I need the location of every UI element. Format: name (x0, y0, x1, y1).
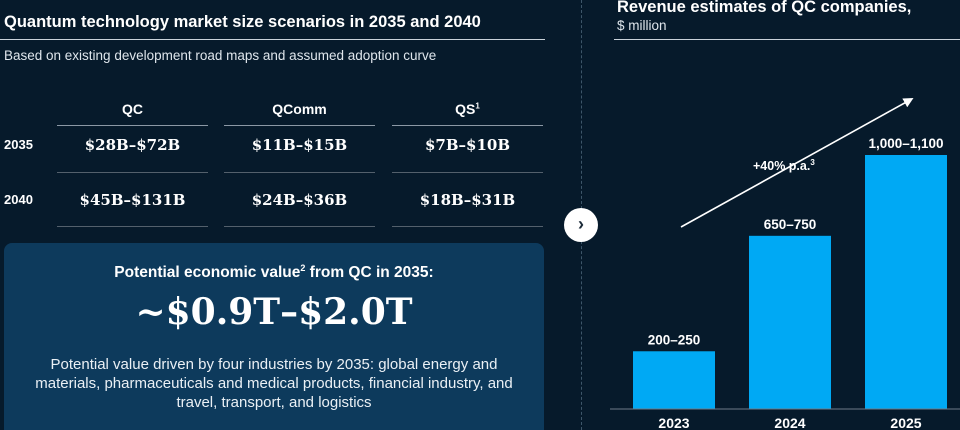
x-tick-2024: 2024 (774, 415, 805, 430)
bar-2025 (865, 155, 947, 409)
data-label-2023: 200–250 (648, 332, 701, 347)
cell-2040-qc: $45B–$131B (79, 191, 186, 209)
market-panel: Quantum technology market size scenarios… (0, 13, 545, 430)
data-label-2024: 650–750 (764, 217, 817, 232)
market-title: Quantum technology market size scenarios… (4, 13, 481, 31)
row-rule (224, 226, 375, 227)
column-header-qs: QS1 (455, 101, 480, 117)
row-label-2035: 2035 (4, 137, 33, 152)
column-rule (392, 125, 543, 126)
title-divider (0, 39, 545, 40)
economic-value-description: Potential value driven by four industrie… (35, 356, 513, 411)
economic-value-figure: ~$0.9T–$2.0T (135, 291, 413, 333)
row-rule (392, 226, 543, 227)
column-header-qc: QC (122, 101, 143, 117)
chart-title: Revenue estimates of QC companies, (617, 0, 912, 16)
row-label-2040: 2040 (4, 192, 33, 207)
cell-2035-qc: $28B–$72B (84, 136, 181, 154)
trend-arrow (680, 98, 914, 228)
row-rule (57, 226, 208, 227)
data-label-2025: 1,000–1,100 (868, 136, 943, 151)
row-rule (224, 172, 375, 173)
x-tick-2023: 2023 (658, 415, 689, 430)
cell-2040-qcomm: $24B–$36B (251, 191, 348, 209)
revenue-bar-chart: 200–250 2023 650–750 2024 1,000–1,100 2025 +4… (610, 98, 960, 430)
row-rule (57, 172, 208, 173)
column-rule (57, 125, 208, 126)
x-tick-2025: 2025 (890, 415, 921, 430)
chart-unit-label: $ million (617, 18, 667, 33)
market-subtitle: Based on existing development road maps … (4, 48, 437, 63)
column-rule (224, 125, 375, 126)
economic-value-box: Potential economic value2 from QC in 203… (4, 243, 544, 430)
row-rule (392, 172, 543, 173)
cell-2035-qs: $7B–$10B (424, 136, 511, 154)
economic-value-heading: Potential economic value2 from QC in 203… (114, 263, 434, 282)
next-slide-button[interactable]: › (564, 208, 598, 242)
column-header-qcomm: QComm (272, 101, 327, 117)
trend-label: +40% p.a.3 (753, 158, 815, 173)
cell-2040-qs: $18B–$31B (419, 191, 516, 209)
bar-2023 (633, 351, 715, 409)
chart-title-divider (614, 39, 960, 40)
bar-2024 (749, 235, 831, 409)
cell-2035-qcomm: $11B–$15B (251, 136, 348, 154)
